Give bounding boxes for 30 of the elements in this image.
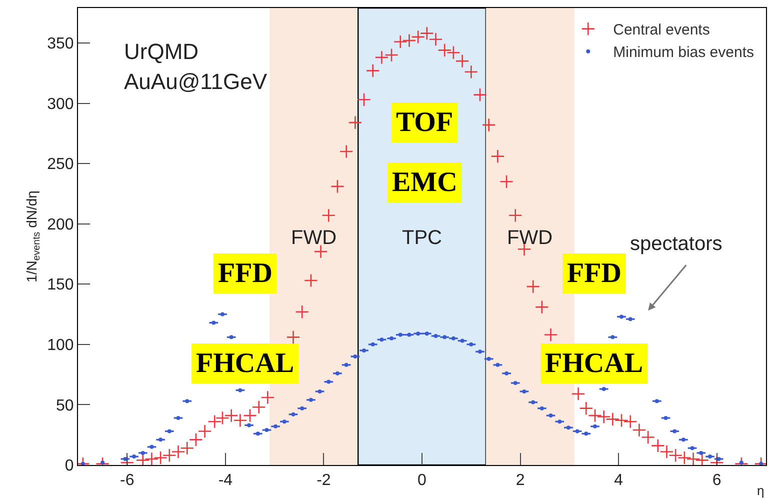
- y-tick-label: 150: [47, 276, 74, 294]
- y-tick-label: 250: [47, 156, 74, 174]
- x-tick-label: 4: [614, 472, 624, 490]
- legend-label: Minimum bias events: [613, 44, 754, 62]
- annotation: FFD: [218, 258, 272, 289]
- annotation: FHCAL: [545, 348, 643, 379]
- band-label: TPC: [402, 227, 442, 249]
- y-tick-label: 100: [47, 337, 74, 354]
- y-tick-label: 300: [47, 96, 74, 113]
- x-tick-label: 0: [418, 472, 427, 490]
- x-tick-label: -4: [218, 472, 233, 490]
- x-tick-label: 6: [712, 472, 722, 490]
- x-tick-label: -6: [120, 472, 134, 490]
- band-label: FWD: [507, 227, 553, 249]
- y-tick-label: 50: [56, 397, 74, 414]
- annotation: TOF: [396, 107, 454, 138]
- annotation: FFD: [567, 258, 622, 289]
- annotation: AuAu@11GeV: [124, 69, 268, 94]
- annotation: UrQMD: [124, 39, 199, 64]
- annotation: EMC: [392, 167, 458, 198]
- x-axis-title: η: [757, 483, 764, 498]
- x-tick-label: -2: [316, 472, 331, 490]
- legend-label: Central events: [613, 22, 710, 39]
- x-tick-label: 2: [516, 472, 525, 490]
- y-tick-label: 0: [64, 458, 74, 475]
- band-label: FWD: [291, 227, 337, 249]
- y-tick-label: 200: [47, 216, 74, 234]
- annotation: spectators: [630, 233, 722, 255]
- annotation: FHCAL: [196, 348, 294, 379]
- y-tick-label: 350: [47, 36, 74, 53]
